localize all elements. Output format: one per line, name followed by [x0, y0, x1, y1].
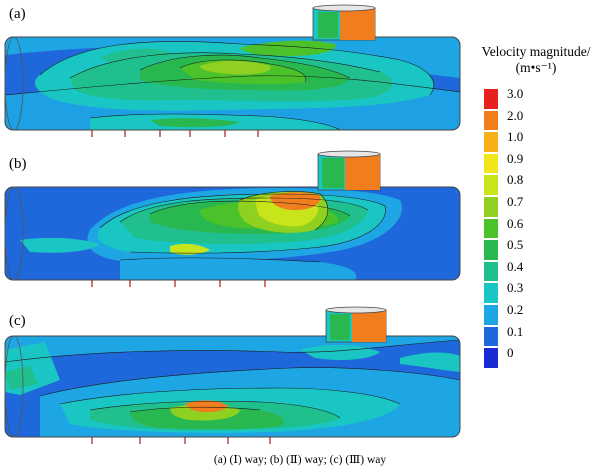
legend-tick-8: 0.4	[507, 258, 524, 274]
legend-swatch-6	[484, 218, 498, 240]
legend-title: Velocity magnitude/ (m•s⁻¹)	[471, 44, 600, 76]
panel-label-c: (c)	[9, 313, 26, 329]
legend-swatch-4	[484, 175, 498, 196]
legend-tick-9: 0.3	[507, 280, 524, 296]
legend-tick-1: 2.0	[507, 107, 524, 123]
legend-tick-6: 0.6	[507, 215, 524, 231]
pipe-contour-a	[4, 4, 461, 137]
figure-caption: (a) (Ⅰ) way; (b) (Ⅱ) way; (c) (Ⅲ) way	[213, 454, 387, 466]
legend-tick-4: 0.8	[507, 172, 524, 188]
legend-swatch-12	[484, 348, 498, 369]
legend-color-bar	[484, 89, 498, 370]
legend-swatch-7	[484, 240, 498, 261]
legend-tick-0: 3.0	[507, 86, 524, 101]
panel-label-a: (a)	[9, 6, 26, 22]
legend-swatch-10	[484, 304, 498, 326]
panel-label-b: (b)	[9, 156, 27, 172]
legend-tick-7: 0.5	[507, 237, 524, 253]
legend-tick-5: 0.7	[507, 194, 524, 209]
pipe-contour-b	[4, 150, 461, 287]
legend-title-text: Velocity magnitude/	[481, 44, 591, 59]
legend-swatch-5	[484, 196, 498, 218]
legend-tick-11: 0.1	[507, 323, 524, 339]
legend-swatch-11	[484, 326, 498, 348]
legend-swatch-0	[484, 89, 498, 110]
pipe-contour-c	[4, 306, 461, 444]
legend-swatch-9	[484, 283, 498, 304]
legend-tick-3: 0.9	[507, 150, 524, 166]
legend-swatch-3	[484, 153, 498, 175]
legend-tick-10: 0.2	[507, 302, 524, 317]
legend-swatch-8	[484, 261, 498, 283]
legend-swatch-1	[484, 110, 498, 132]
legend-tick-2: 1.0	[507, 129, 524, 145]
legend-unit: (m•s⁻¹)	[515, 60, 557, 75]
legend-swatch-2	[484, 132, 498, 153]
legend-tick-12: 0	[507, 345, 514, 361]
